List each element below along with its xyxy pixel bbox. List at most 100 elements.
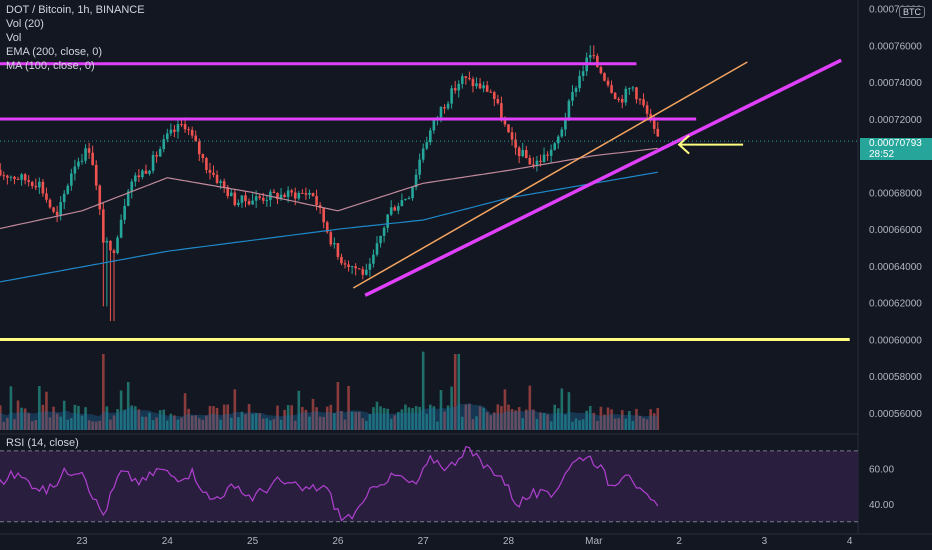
time-tick-label: 25 bbox=[247, 536, 259, 547]
candle-body bbox=[34, 185, 38, 188]
volume-bar bbox=[386, 408, 389, 430]
candle-body bbox=[30, 182, 34, 186]
symbol-title: DOT / Bitcoin, 1h, BINANCE bbox=[6, 4, 145, 16]
candle-body bbox=[635, 87, 638, 100]
volume-bar bbox=[450, 386, 453, 430]
candle-body bbox=[361, 269, 365, 275]
trend-line bbox=[352, 61, 748, 289]
candle-body bbox=[155, 155, 158, 157]
volume-bar bbox=[517, 407, 521, 430]
candle-body bbox=[340, 256, 343, 264]
candle-body bbox=[141, 170, 144, 178]
candle-body bbox=[77, 161, 80, 167]
volume-bar bbox=[475, 416, 478, 430]
candle-body bbox=[45, 193, 48, 200]
candle-body bbox=[485, 85, 489, 92]
candle-body bbox=[286, 190, 290, 198]
candle-body bbox=[379, 235, 382, 244]
volume-bar bbox=[347, 385, 350, 430]
volume-bar bbox=[656, 407, 660, 430]
price-tick-label: 0.00072000 bbox=[869, 115, 922, 126]
candle-body bbox=[489, 91, 493, 93]
candle-body bbox=[592, 55, 596, 57]
volume-bar bbox=[258, 413, 262, 430]
volume-bar bbox=[560, 388, 564, 430]
volume-bar bbox=[599, 406, 603, 430]
volume-bar bbox=[208, 405, 212, 430]
candle-body bbox=[432, 120, 436, 131]
volume-bar bbox=[38, 386, 41, 430]
volume-bar bbox=[151, 420, 155, 430]
volume-bar bbox=[91, 421, 94, 430]
candle-body bbox=[517, 147, 521, 157]
rsi-band-fill bbox=[0, 450, 858, 522]
volume-bar bbox=[404, 404, 407, 430]
volume-bar bbox=[251, 414, 254, 430]
volume-bar bbox=[521, 418, 525, 430]
volume-bar bbox=[397, 411, 400, 430]
candle-body bbox=[400, 200, 404, 207]
candle-body bbox=[354, 266, 357, 269]
volume-short-legend: Vol bbox=[6, 32, 22, 44]
volume-bar bbox=[301, 406, 304, 430]
currency-badge[interactable]: BTC bbox=[899, 6, 925, 18]
volume-bar bbox=[9, 386, 13, 430]
candle-body bbox=[215, 174, 219, 183]
volume-bar bbox=[357, 411, 361, 430]
volume-bar bbox=[55, 413, 59, 430]
volume-bar bbox=[30, 421, 34, 430]
volume-bar bbox=[205, 415, 208, 430]
volume-bar bbox=[439, 390, 443, 430]
volume-bar bbox=[524, 409, 528, 430]
volume-bar bbox=[23, 408, 27, 430]
volume-bar bbox=[311, 398, 315, 430]
volume-bar bbox=[80, 415, 84, 430]
volume-bar bbox=[52, 406, 55, 430]
volume-bar bbox=[457, 354, 461, 430]
volume-bar bbox=[471, 419, 475, 430]
volume-bar bbox=[16, 400, 20, 430]
candle-body bbox=[492, 92, 496, 100]
candle-body bbox=[109, 240, 112, 251]
candle-body bbox=[27, 180, 30, 183]
candle-body bbox=[148, 170, 151, 174]
candle-body bbox=[20, 174, 23, 180]
volume-bar bbox=[293, 420, 297, 430]
volume-bar bbox=[247, 404, 251, 430]
volume-bar bbox=[414, 406, 418, 430]
candle-body bbox=[194, 135, 198, 142]
candle-body bbox=[162, 139, 166, 150]
price-tick-label: 0.00062000 bbox=[869, 299, 922, 310]
volume-bar bbox=[304, 409, 308, 430]
candle-body bbox=[347, 264, 350, 268]
candle-body bbox=[439, 107, 443, 118]
volume-bar bbox=[400, 409, 404, 430]
volume-bar bbox=[389, 418, 393, 430]
volume-bar bbox=[155, 417, 158, 430]
candle-body bbox=[574, 88, 578, 92]
candle-body bbox=[311, 192, 315, 197]
volume-bar bbox=[6, 417, 9, 430]
candle-body bbox=[596, 55, 599, 68]
volume-bar bbox=[350, 411, 354, 430]
volume-legend: Vol (20) bbox=[6, 18, 44, 30]
price-tick-label: 0.00056000 bbox=[869, 409, 922, 420]
price-tick-label: 0.00074000 bbox=[869, 78, 922, 89]
time-tick-label: 23 bbox=[76, 536, 88, 547]
volume-bar bbox=[393, 415, 397, 430]
volume-bar bbox=[336, 382, 340, 430]
volume-bar bbox=[87, 420, 91, 430]
candle-body bbox=[645, 105, 649, 114]
candle-body bbox=[229, 192, 233, 197]
candle-body bbox=[52, 207, 55, 212]
candle-body bbox=[372, 254, 375, 264]
volume-bar bbox=[59, 416, 62, 430]
volume-bar bbox=[112, 415, 116, 430]
volume-bar bbox=[148, 412, 151, 430]
candle-body bbox=[407, 198, 411, 200]
price-tick-label: 0.00078000 bbox=[869, 5, 922, 16]
volume-bar bbox=[539, 412, 542, 430]
volume-bar bbox=[229, 417, 233, 430]
volume-bar bbox=[158, 410, 162, 430]
last-price-tag: 0.00070793 28:52 bbox=[860, 138, 932, 160]
